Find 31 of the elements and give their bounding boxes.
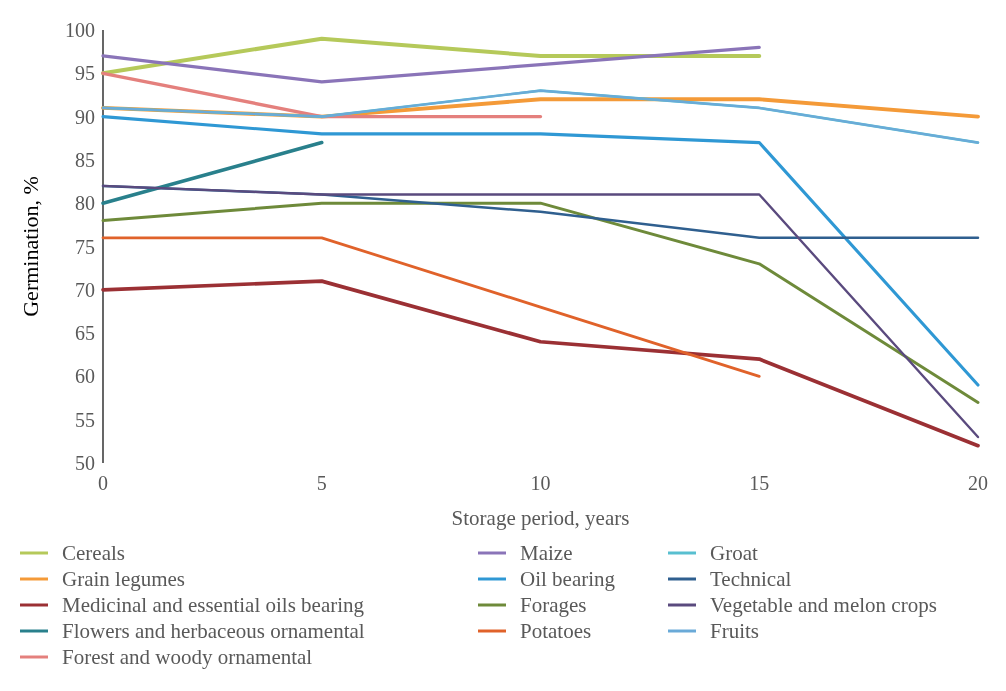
- x-tick-label: 10: [530, 472, 551, 494]
- legend-label: Groat: [710, 541, 758, 566]
- y-tick-label: 85: [75, 148, 95, 171]
- y-tick-label: 80: [75, 192, 95, 215]
- y-tick-label: 100: [65, 19, 95, 41]
- legend-label: Oil bearing: [520, 567, 616, 592]
- x-tick-label: 20: [968, 472, 988, 494]
- y-axis-title: Germination, %: [18, 176, 43, 317]
- x-axis-title: Storage period, years: [451, 506, 630, 530]
- y-tick-label: 65: [75, 322, 95, 345]
- legend-label: Maize: [520, 541, 573, 566]
- y-tick-label: 95: [75, 62, 95, 85]
- y-tick-label: 50: [75, 452, 95, 474]
- y-tick-label: 75: [75, 235, 95, 258]
- legend-label: Technical: [710, 567, 792, 592]
- y-tick-label: 60: [75, 365, 95, 388]
- legend-label: Medicinal and essential oils bearing: [62, 593, 365, 618]
- legend-label: Forages: [520, 593, 587, 618]
- legend-label: Cereals: [62, 541, 125, 566]
- legend-label: Vegetable and melon crops: [710, 593, 937, 618]
- y-tick-label: 70: [75, 278, 95, 301]
- legend-label: Grain legumes: [62, 567, 186, 592]
- legend-label: Forest and woody ornamental: [62, 645, 313, 670]
- y-tick-label: 55: [75, 408, 95, 431]
- legend-label: Flowers and herbaceous ornamental: [62, 619, 365, 644]
- x-tick-label: 0: [98, 472, 108, 494]
- legend-label: Fruits: [710, 619, 760, 644]
- y-tick-label: 90: [75, 105, 95, 128]
- legend-label: Potatoes: [520, 619, 592, 644]
- x-tick-label: 5: [316, 472, 327, 494]
- x-tick-label: 15: [749, 472, 770, 494]
